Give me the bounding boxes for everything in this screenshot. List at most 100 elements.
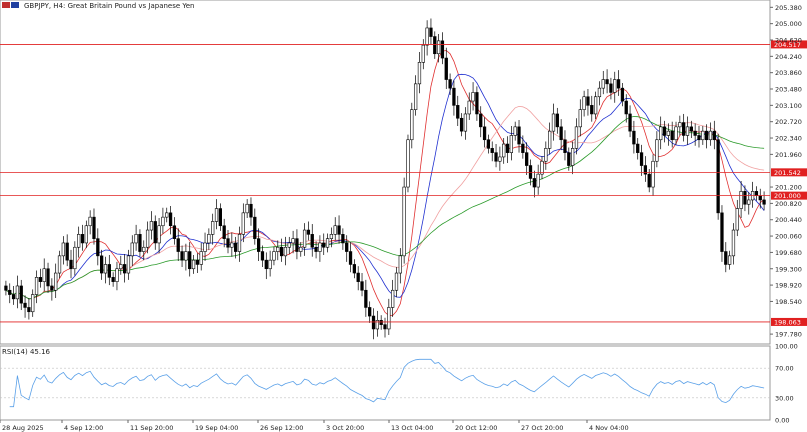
- candle-body[interactable]: [724, 251, 728, 265]
- candle-body[interactable]: [475, 92, 479, 115]
- candle-body[interactable]: [38, 277, 43, 282]
- candle-body[interactable]: [716, 139, 720, 214]
- candle-body[interactable]: [739, 191, 743, 209]
- candle-body[interactable]: [425, 27, 429, 46]
- candle-body[interactable]: [452, 87, 456, 106]
- candle-body[interactable]: [149, 221, 154, 231]
- candle-body[interactable]: [8, 289, 12, 295]
- candle-body[interactable]: [218, 208, 222, 227]
- candle-body[interactable]: [341, 234, 345, 244]
- candle-body[interactable]: [482, 126, 487, 141]
- candle-body[interactable]: [467, 100, 471, 115]
- candle-body[interactable]: [505, 143, 510, 153]
- candle-body[interactable]: [253, 216, 257, 239]
- candle-body[interactable]: [662, 126, 667, 136]
- candle-body[interactable]: [563, 139, 567, 153]
- candle-body[interactable]: [245, 203, 249, 214]
- candle-body[interactable]: [459, 117, 464, 132]
- candle-body[interactable]: [291, 238, 295, 244]
- candle-body[interactable]: [100, 255, 104, 274]
- candle-body[interactable]: [708, 130, 713, 141]
- candle-body[interactable]: [46, 268, 50, 287]
- candle-body[interactable]: [743, 191, 747, 205]
- candle-body[interactable]: [318, 242, 322, 252]
- candle-body[interactable]: [314, 246, 318, 252]
- candle-body[interactable]: [471, 92, 475, 102]
- candle-body[interactable]: [111, 277, 115, 282]
- candle-body[interactable]: [92, 216, 96, 239]
- candle-body[interactable]: [184, 251, 188, 261]
- candle-body[interactable]: [551, 113, 556, 132]
- candle-body[interactable]: [356, 272, 360, 282]
- candle-body[interactable]: [762, 199, 766, 205]
- candle-body[interactable]: [440, 40, 445, 59]
- candle-body[interactable]: [697, 135, 701, 141]
- candle-body[interactable]: [479, 113, 483, 128]
- candle-body[interactable]: [643, 165, 648, 175]
- candle-body[interactable]: [126, 255, 131, 274]
- candle-body[interactable]: [214, 208, 219, 222]
- candle-body[interactable]: [670, 130, 674, 141]
- candle-body[interactable]: [268, 259, 272, 270]
- candle-body[interactable]: [375, 320, 379, 330]
- candle-body[interactable]: [276, 246, 280, 252]
- candle-body[interactable]: [325, 238, 330, 248]
- candle-body[interactable]: [57, 255, 62, 274]
- candle-body[interactable]: [4, 285, 8, 291]
- candle-body[interactable]: [34, 277, 39, 295]
- candle-body[interactable]: [42, 268, 46, 282]
- candle-body[interactable]: [586, 96, 590, 106]
- candle-body[interactable]: [517, 126, 521, 145]
- candle-body[interactable]: [651, 160, 655, 188]
- candle-body[interactable]: [509, 135, 514, 153]
- candle-body[interactable]: [299, 246, 303, 252]
- candle-body[interactable]: [387, 307, 391, 330]
- candle-body[interactable]: [758, 195, 762, 201]
- candle-body[interactable]: [77, 234, 81, 248]
- candle-body[interactable]: [463, 113, 468, 132]
- candle-body[interactable]: [234, 242, 238, 252]
- candle-body[interactable]: [176, 238, 180, 252]
- candle-body[interactable]: [636, 143, 640, 153]
- candle-body[interactable]: [712, 130, 716, 141]
- candle-body[interactable]: [632, 130, 636, 145]
- candle-body[interactable]: [165, 212, 169, 218]
- candle-body[interactable]: [413, 83, 418, 110]
- candle-body[interactable]: [628, 113, 632, 132]
- candle-body[interactable]: [655, 139, 659, 162]
- candle-body[interactable]: [678, 122, 682, 128]
- candle-body[interactable]: [394, 272, 399, 291]
- candle-body[interactable]: [582, 96, 586, 110]
- candle-body[interactable]: [180, 251, 184, 261]
- candle-body[interactable]: [727, 255, 732, 265]
- candle-body[interactable]: [731, 229, 736, 257]
- candle-body[interactable]: [593, 96, 598, 115]
- candle-body[interactable]: [157, 225, 161, 244]
- candle-body[interactable]: [666, 130, 670, 136]
- candle-body[interactable]: [605, 79, 609, 85]
- candle-body[interactable]: [27, 307, 31, 313]
- candle-body[interactable]: [222, 225, 226, 239]
- candle-body[interactable]: [73, 246, 77, 270]
- candle-body[interactable]: [570, 148, 575, 166]
- candle-body[interactable]: [287, 242, 291, 248]
- candle-body[interactable]: [701, 130, 705, 141]
- candle-body[interactable]: [609, 83, 613, 93]
- candle-body[interactable]: [153, 221, 157, 244]
- candle-body[interactable]: [130, 242, 134, 257]
- candle-body[interactable]: [383, 324, 387, 330]
- candle-body[interactable]: [494, 152, 498, 162]
- candle-body[interactable]: [705, 130, 709, 141]
- candle-body[interactable]: [15, 285, 20, 300]
- candle-body[interactable]: [379, 320, 383, 325]
- candle-body[interactable]: [119, 264, 123, 270]
- candle-body[interactable]: [88, 216, 92, 227]
- candle-body[interactable]: [134, 234, 138, 244]
- candle-body[interactable]: [406, 139, 410, 188]
- candle-body[interactable]: [138, 234, 142, 252]
- candle-body[interactable]: [391, 289, 395, 308]
- candle-body[interactable]: [544, 148, 548, 162]
- candle-body[interactable]: [601, 79, 605, 89]
- candle-body[interactable]: [31, 294, 35, 313]
